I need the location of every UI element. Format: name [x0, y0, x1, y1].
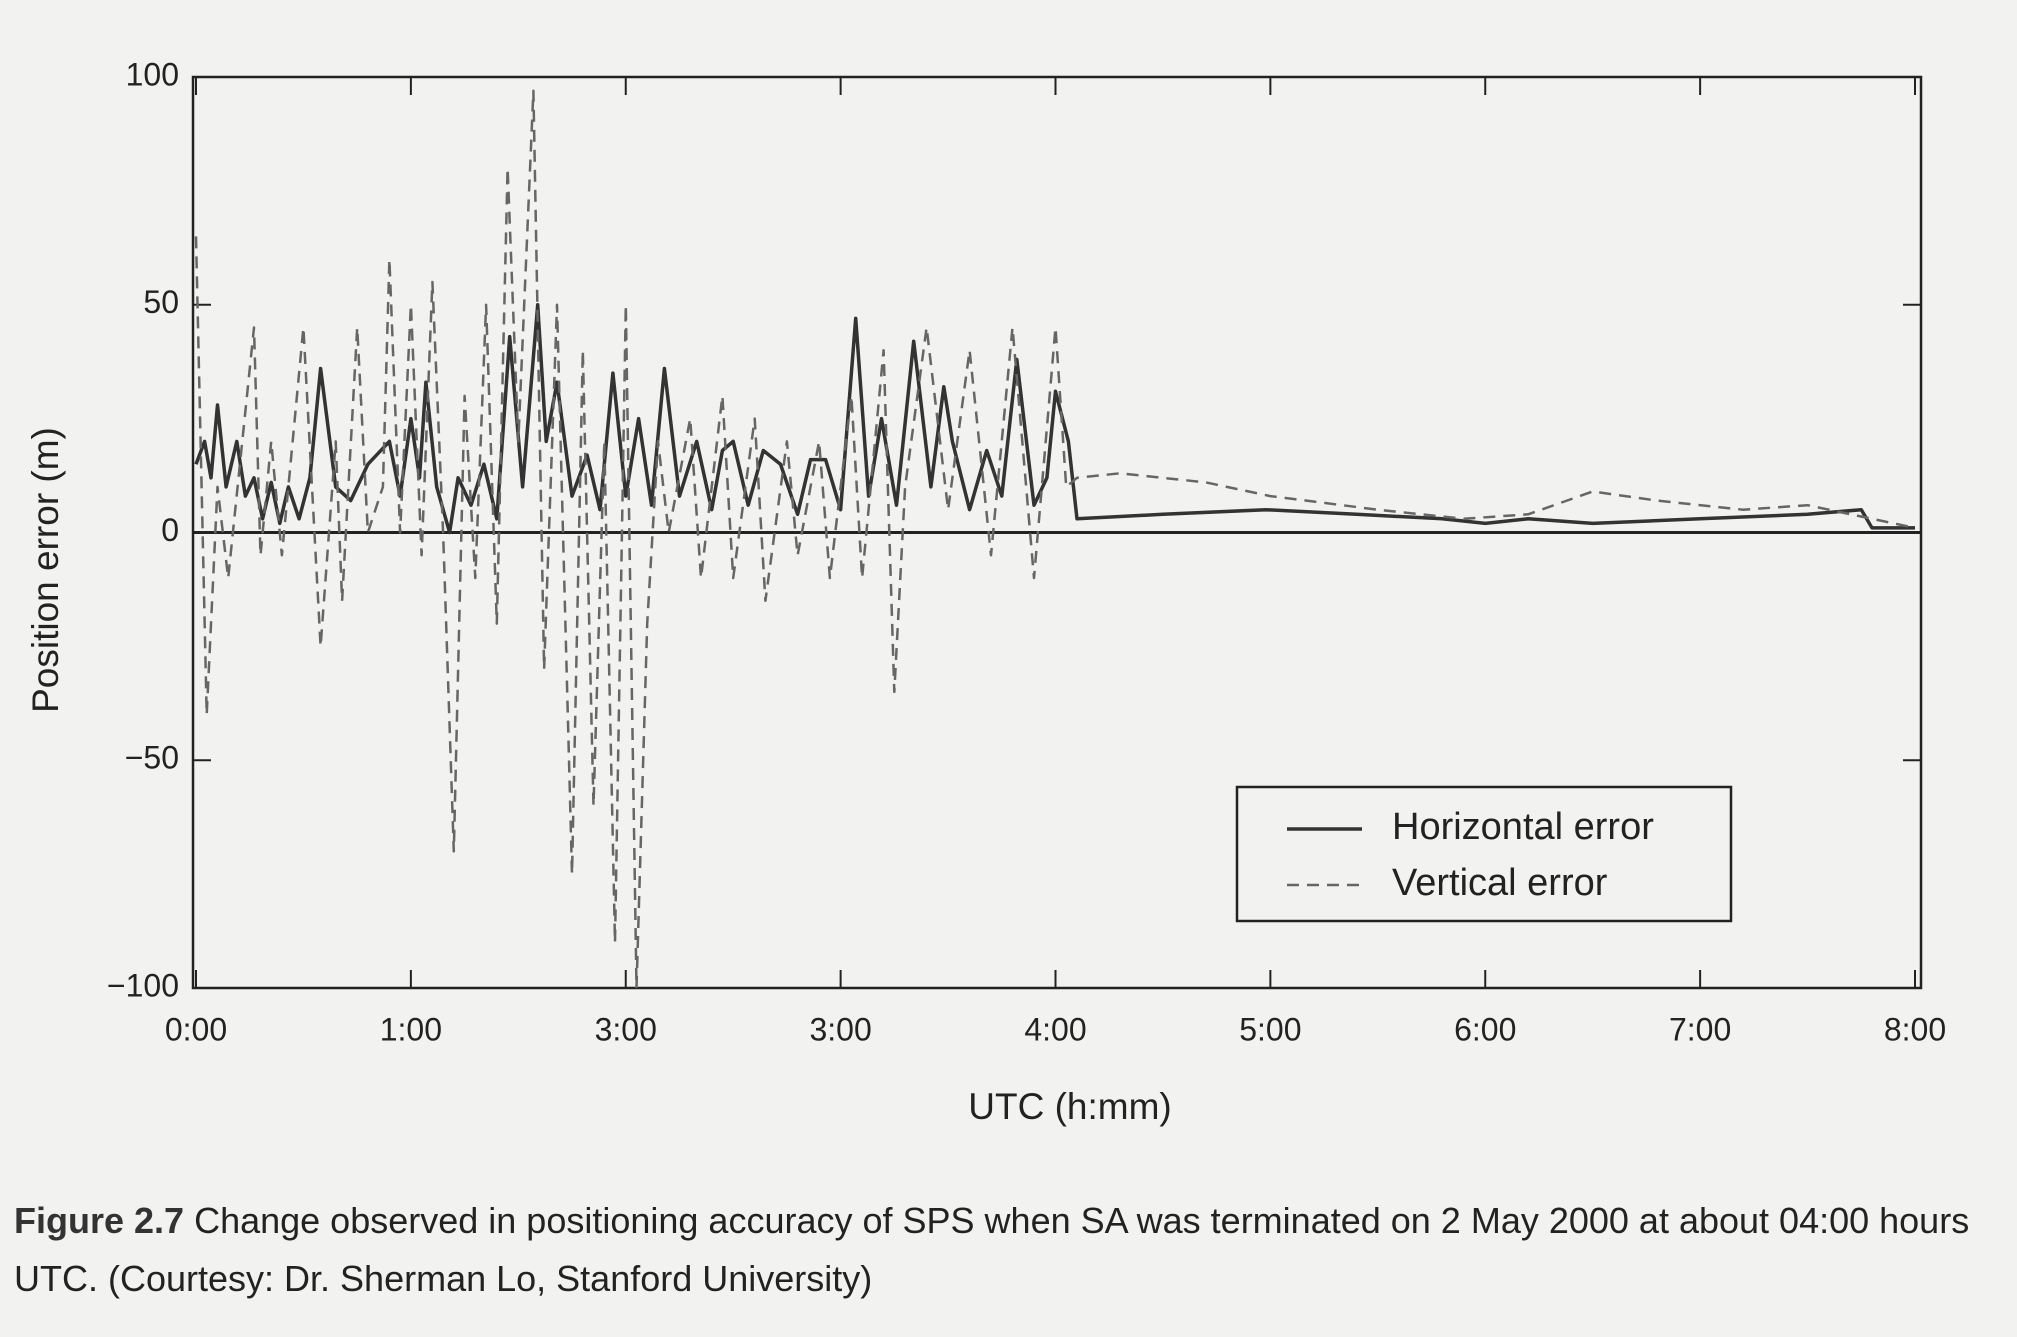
y-tick-label: 50 — [143, 284, 179, 320]
series-line — [194, 89, 1916, 990]
x-tick-label: 3:00 — [595, 1011, 657, 1047]
x-tick-label: 4:00 — [1024, 1011, 1086, 1047]
y-tick-label: 0 — [161, 512, 179, 548]
legend-box — [1235, 785, 1733, 923]
y-axis-label: Position error (m) — [25, 427, 66, 713]
x-tick-label: 5:00 — [1239, 1011, 1301, 1047]
x-tick-label: 7:00 — [1669, 1011, 1731, 1047]
y-tick-label: −50 — [125, 740, 179, 776]
y-tick-label: 100 — [126, 56, 179, 92]
chart: UTC (h:mm) Position error (m) −100 −50 0 50… — [25, 56, 1946, 1127]
x-tick-label: 1:00 — [380, 1011, 442, 1047]
x-tick-label: 0:00 — [165, 1011, 227, 1047]
legend-label: Vertical error — [1392, 862, 1608, 904]
series-line — [194, 303, 1915, 535]
x-tick-label: 6:00 — [1454, 1011, 1516, 1047]
caption: Figure 2.7 Change observed in positionin… — [14, 1192, 2004, 1308]
y-tick-label: −100 — [107, 967, 179, 1003]
legend-label: Horizontal error — [1392, 806, 1654, 848]
x-tick-label: 8:00 — [1884, 1011, 1946, 1047]
x-axis-label: UTC (h:mm) — [968, 1086, 1171, 1127]
x-tick-label: 3:00 — [809, 1011, 871, 1047]
caption-text: Change observed in positioning accuracy … — [14, 1200, 1970, 1299]
caption-label: Figure 2.7 — [14, 1200, 185, 1241]
